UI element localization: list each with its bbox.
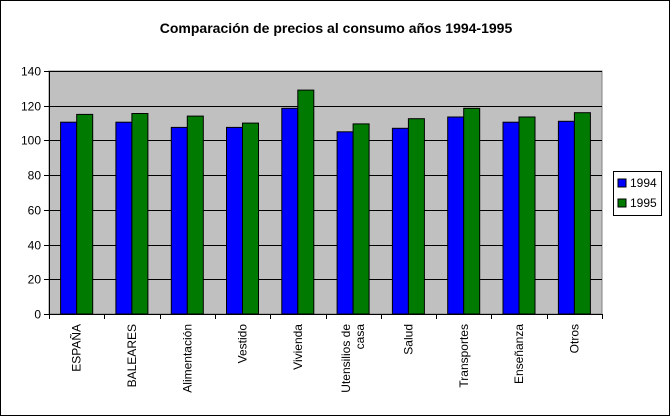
y-tick-label: 120 bbox=[21, 100, 41, 114]
bar-1995-5 bbox=[352, 123, 370, 315]
axes bbox=[49, 71, 603, 319]
bar-1994-1 bbox=[115, 121, 133, 315]
bar-1994-7 bbox=[447, 116, 465, 315]
y-tick-label: 80 bbox=[28, 169, 42, 183]
bar-1995-9 bbox=[573, 112, 591, 315]
bar-1994-0 bbox=[60, 121, 78, 315]
y-tick-label: 40 bbox=[28, 239, 42, 253]
legend-label-1995: 1995 bbox=[630, 196, 657, 210]
x-tick-label: ESPAÑA bbox=[70, 324, 84, 372]
legend-label-1994: 1994 bbox=[630, 176, 657, 190]
bar-1995-4 bbox=[297, 89, 315, 315]
x-tick-label: Transportes bbox=[457, 324, 471, 388]
bar-1995-6 bbox=[407, 118, 425, 315]
x-tick-label: Enseñanza bbox=[512, 324, 526, 384]
bar-1995-2 bbox=[186, 115, 204, 315]
chart-title: Comparación de precios al consumo años 1… bbox=[160, 20, 513, 36]
x-tick-label: Vestido bbox=[236, 324, 250, 364]
y-tick-labels: 0 20 40 60 80 100 120 140 bbox=[21, 65, 41, 322]
x-tick-labels: ESPAÑA BALEARES Alimentación Vestido Viviend… bbox=[70, 324, 582, 393]
bar-1994-8 bbox=[502, 121, 520, 315]
y-tick-label: 140 bbox=[21, 65, 41, 79]
bar-1994-5 bbox=[336, 131, 354, 315]
legend-swatch-1994 bbox=[617, 178, 627, 188]
y-tick-label: 100 bbox=[21, 134, 41, 148]
y-tick-label: 20 bbox=[28, 273, 42, 287]
x-tick-label: Salud bbox=[401, 324, 415, 355]
bar-1995-3 bbox=[242, 122, 259, 315]
y-tick-label: 0 bbox=[34, 308, 41, 322]
x-tick-label: Otros bbox=[567, 324, 581, 353]
bar-1994-9 bbox=[557, 120, 575, 315]
bar-1994-6 bbox=[391, 127, 409, 315]
bar-1995-7 bbox=[463, 107, 481, 315]
legend: 1994 1995 bbox=[613, 171, 662, 216]
bar-1994-4 bbox=[281, 107, 299, 315]
bar-1994-3 bbox=[226, 126, 243, 315]
x-tick-label: Alimentación bbox=[180, 324, 194, 393]
x-tick-label: BALEARES bbox=[125, 324, 139, 387]
x-tick-label: Vivienda bbox=[291, 324, 305, 370]
legend-swatch-1995 bbox=[617, 198, 627, 208]
bar-1994-2 bbox=[170, 126, 188, 315]
bar-1995-8 bbox=[518, 116, 536, 315]
bar-1995-1 bbox=[131, 113, 149, 315]
bar-1995-0 bbox=[76, 113, 94, 315]
bars bbox=[60, 89, 591, 315]
y-tick-label: 60 bbox=[28, 204, 42, 218]
x-tick-label: Utensilios decasa bbox=[339, 324, 367, 393]
